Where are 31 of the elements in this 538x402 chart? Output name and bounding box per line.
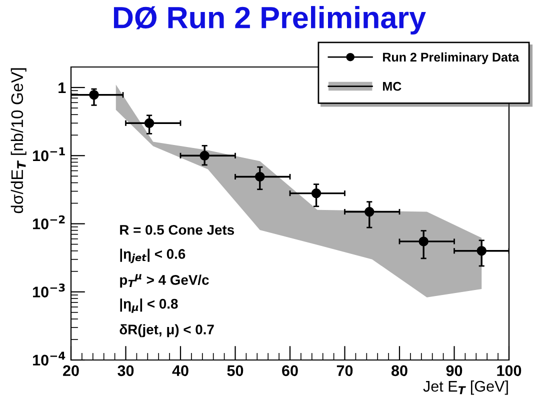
- x-axis-title: Jet E$_{T}$ [GeV]: [423, 380, 508, 395]
- x-tick-label: 20: [63, 365, 79, 376]
- legend-label: MC: [383, 82, 402, 91]
- point: [255, 172, 265, 182]
- point: [144, 118, 154, 128]
- point: [364, 206, 374, 217]
- annotation: R = 0.5 Cone Jets: [120, 224, 234, 235]
- x-tick-label: 40: [172, 365, 188, 376]
- annotation: δR(jet, μ) < 0.7: [120, 324, 214, 338]
- legend-label: Run 2 Preliminary Data: [383, 52, 520, 64]
- point: [311, 188, 322, 198]
- annotation: |η$_{μ}$| < 0.8: [120, 298, 178, 313]
- point: [200, 150, 210, 160]
- y-axis-title: dσ/dE$_{T}$ [nb/10 GeV]: [10, 68, 26, 214]
- y-tick-label: 10$^{−3}$: [33, 284, 65, 298]
- point: [418, 236, 428, 246]
- y-tick-label: 10$^{−2}$: [33, 215, 65, 230]
- y-tick-label: 10$^{−1}$: [33, 147, 65, 162]
- x-tick-label: 70: [336, 365, 353, 376]
- point: [476, 246, 486, 256]
- annotation: p$_{T}$$^{μ}$ > 4 GeV/c: [120, 274, 209, 288]
- x-tick-label: 50: [227, 365, 244, 376]
- x-tick-label: 60: [282, 365, 298, 376]
- y-tick-label: 10$^{−4}$: [33, 352, 66, 366]
- chart-title: DØ Run 2 Preliminary: [114, 6, 426, 35]
- x-tick-label: 90: [446, 365, 462, 376]
- x-tick-label: 80: [391, 365, 408, 376]
- x-tick-label: 100: [497, 365, 522, 376]
- y-tick-label: 1: [58, 82, 66, 94]
- annotation: |η$_{jet}$| < 0.6: [120, 248, 186, 264]
- x-tick-label: 30: [118, 365, 134, 376]
